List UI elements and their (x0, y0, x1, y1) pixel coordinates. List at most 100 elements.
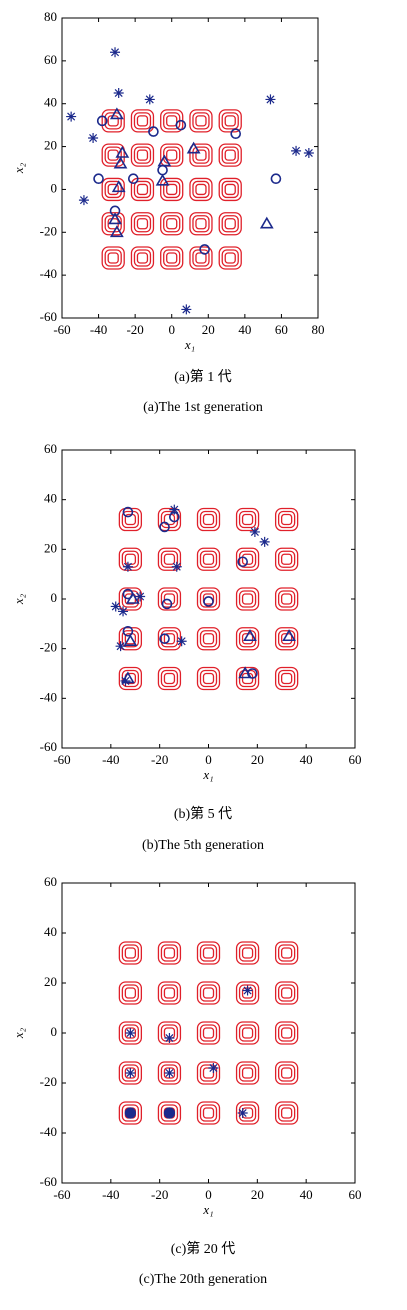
plot-frame (61, 882, 356, 1184)
contour (160, 630, 179, 648)
point (218, 109, 242, 133)
contour (157, 627, 182, 651)
contour (160, 984, 179, 1002)
contour (130, 246, 155, 270)
triangle-shape (115, 145, 130, 158)
x-tick-label: -60 (53, 752, 70, 767)
contour (118, 666, 143, 691)
y-tick-label: 20 (44, 540, 57, 555)
contour (118, 941, 143, 965)
contour (166, 115, 178, 127)
contour (133, 112, 152, 130)
contour (202, 672, 215, 685)
contour (199, 590, 218, 608)
star-shape (181, 304, 192, 315)
contour (121, 944, 140, 962)
circle-shape (203, 596, 214, 607)
point (115, 641, 126, 652)
point (230, 128, 242, 140)
point (235, 666, 260, 691)
point (242, 985, 253, 996)
contour (104, 180, 122, 199)
star-shape (303, 148, 314, 158)
triangle-shape (155, 173, 170, 186)
point (235, 507, 260, 532)
point (157, 941, 182, 965)
point (196, 1021, 221, 1045)
contour (235, 981, 260, 1005)
point (243, 629, 257, 642)
contour (107, 149, 119, 161)
point (208, 1063, 219, 1073)
contour (277, 590, 296, 608)
contour (192, 249, 210, 267)
contour (196, 1061, 221, 1085)
point (101, 143, 125, 167)
y-tick-label: 60 (44, 874, 57, 889)
circle-shape (93, 173, 104, 185)
point (118, 606, 129, 617)
y-tick-label: 0 (51, 1024, 58, 1039)
contour (241, 593, 254, 605)
contour (235, 1021, 260, 1045)
contour (238, 590, 257, 608)
plot-frame (61, 449, 356, 749)
contour (195, 183, 207, 196)
contour (274, 507, 299, 532)
contour (124, 987, 137, 999)
contour (196, 587, 221, 611)
contour (196, 547, 221, 571)
contour (157, 547, 182, 571)
y-tick-label: -60 (40, 309, 57, 324)
triangle-shape (259, 216, 274, 229)
point (169, 511, 180, 523)
contour (118, 981, 143, 1005)
contour (104, 112, 122, 130)
y-tick-label: -40 (40, 266, 57, 281)
contour (121, 1064, 140, 1082)
x-tick-label: -40 (102, 752, 119, 767)
point (235, 941, 260, 965)
triangle-shape (121, 671, 135, 684)
point (237, 556, 248, 568)
point (113, 88, 124, 98)
point (109, 107, 124, 120)
star-shape (171, 561, 182, 572)
x-axis-label: x₁ (184, 337, 195, 352)
contour (241, 553, 254, 565)
x-tick-label: -40 (90, 322, 107, 337)
star-shape (259, 536, 270, 547)
point (218, 246, 242, 270)
point (108, 212, 122, 225)
contour (221, 180, 239, 199)
contour (280, 593, 293, 605)
point (135, 591, 146, 602)
contour (136, 218, 149, 230)
contour (104, 249, 122, 267)
point (157, 164, 168, 176)
y-tick-label: 0 (51, 590, 58, 605)
point (120, 675, 131, 686)
star-shape (66, 111, 77, 122)
contour (189, 109, 213, 133)
contour (163, 513, 176, 526)
point (88, 133, 99, 143)
contour (101, 109, 125, 133)
contour (224, 115, 236, 127)
contour (133, 249, 152, 267)
contour (196, 1101, 221, 1125)
contour (124, 553, 137, 565)
point (160, 143, 184, 167)
contour (157, 587, 182, 611)
contour (221, 215, 239, 233)
contour (235, 1101, 260, 1125)
contour (274, 547, 299, 571)
caption: (a)The 1st generation (143, 400, 263, 415)
contour (163, 215, 181, 233)
contour (238, 944, 257, 962)
contour (196, 1021, 221, 1045)
point (218, 177, 242, 202)
circle-shape (122, 625, 134, 637)
y-tick-label: -20 (40, 1074, 57, 1089)
contour (277, 1064, 296, 1082)
